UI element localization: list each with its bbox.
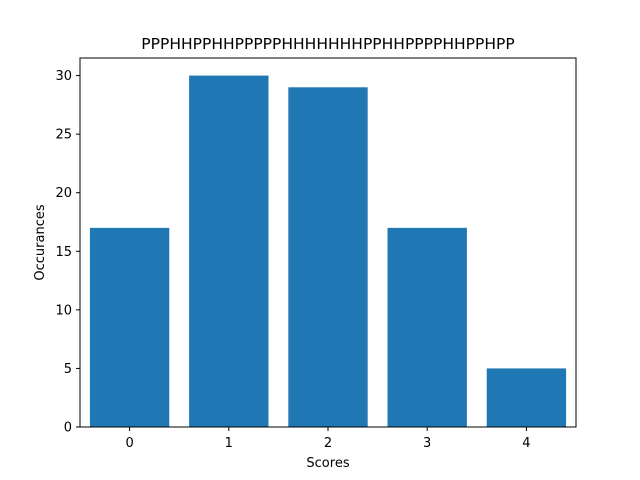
x-tick-label: 4 xyxy=(522,436,530,451)
bar-0 xyxy=(89,227,170,427)
x-tick-label: 1 xyxy=(225,436,233,451)
x-tick-label: 3 xyxy=(423,436,431,451)
y-axis-label: Occurances xyxy=(33,204,48,280)
y-tick-label: 25 xyxy=(55,128,72,143)
x-tick-label: 0 xyxy=(125,436,133,451)
bar-2 xyxy=(288,87,368,428)
plot-area-frame xyxy=(79,57,577,428)
bars-layer xyxy=(89,75,567,428)
x-tick-label: 2 xyxy=(324,436,332,451)
y-axis-ticks: 0 5 10 15 20 25 30 xyxy=(55,69,80,436)
chart-title: PPPHHPPHHPPPPPHHHHHHHPPHHPPPPHHPPHPP xyxy=(141,35,514,53)
y-tick-label: 10 xyxy=(55,303,72,318)
y-tick-label: 0 xyxy=(64,421,72,436)
y-tick-label: 30 xyxy=(55,69,72,84)
bar-4 xyxy=(486,368,567,427)
bar-3 xyxy=(387,227,467,427)
y-tick-label: 15 xyxy=(55,245,72,260)
y-tick-label: 5 xyxy=(64,362,72,377)
x-axis-ticks: 0 1 2 3 4 xyxy=(125,427,531,451)
x-axis-label: Scores xyxy=(306,456,349,471)
y-tick-label: 20 xyxy=(55,186,72,201)
bar-1 xyxy=(189,75,269,428)
